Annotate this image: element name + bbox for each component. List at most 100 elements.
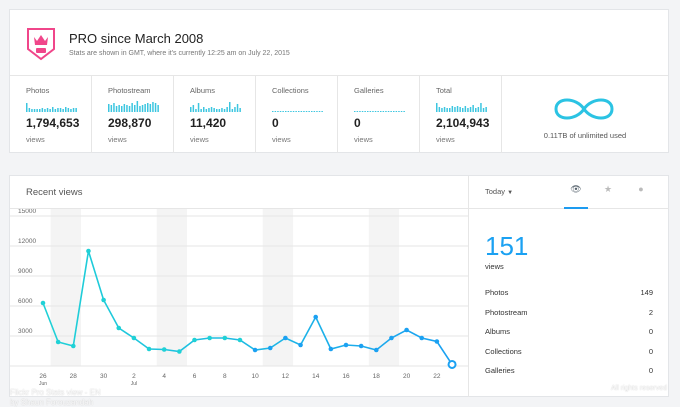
recent-views-title: Recent views (26, 187, 83, 198)
sparkline-bar (398, 111, 400, 112)
infinity-icon (554, 98, 614, 120)
sparkline-bar (139, 106, 141, 112)
sparkline-bar (438, 107, 441, 112)
stat-unit: views (272, 135, 291, 144)
sparkline-bar (123, 104, 126, 112)
sparkline-bar (385, 111, 387, 112)
sparkline-bar (33, 109, 36, 112)
stat-unit: views (436, 135, 455, 144)
sparkline-bar (390, 111, 392, 112)
data-point (389, 335, 394, 341)
sparkline-bar (313, 111, 316, 112)
weekend-band (50, 209, 81, 366)
stat-value: 298,870 (108, 116, 152, 130)
stat-unit: views (354, 135, 373, 144)
data-point (71, 343, 76, 349)
weekend-band (156, 209, 187, 366)
row-value: 0 (648, 346, 653, 356)
y-tick-label: 15000 (18, 209, 36, 215)
sparkline-bar (277, 111, 279, 112)
sparkline-bar (52, 107, 54, 112)
sparkline-bar (443, 107, 446, 112)
sparkline-bar (192, 105, 195, 112)
sparkline-bar (356, 111, 359, 112)
sparkline-bar (290, 111, 292, 112)
panel-header: Today ▼ 👁︎ ★ ● (469, 176, 669, 209)
row-value: 0 (648, 327, 653, 336)
stat-collections[interactable]: Collections 0 views (256, 76, 338, 153)
sparkline-bar (157, 105, 159, 112)
weekend-band (368, 209, 400, 366)
breakdown-row: Collections 0 (485, 347, 653, 356)
x-tick-label: 14 (312, 373, 320, 380)
sparkline-bar (54, 109, 57, 112)
stat-galleries[interactable]: Galleries 0 views (338, 76, 420, 153)
current-point (447, 359, 457, 369)
storage-usage: 0.11TB of unlimited used (502, 76, 668, 153)
sparkline-bar (459, 107, 461, 112)
sparkline-bar (364, 111, 366, 112)
tab-views[interactable]: 👁︎ (564, 184, 588, 209)
stat-photos[interactable]: Photos 1,794,653 views (10, 76, 92, 153)
sparkline (108, 101, 159, 112)
x-tick-label: 4 (162, 373, 166, 380)
sparkline-bar (311, 111, 313, 112)
sparkline-bar (134, 105, 136, 112)
sparkline-bar (467, 108, 469, 112)
sparkline-bar (149, 104, 152, 112)
data-point (434, 339, 440, 344)
row-label: Collections (485, 346, 522, 356)
rights-watermark: All rights reserved (610, 385, 667, 392)
sparkline-bar (449, 108, 451, 112)
stat-total[interactable]: Total 2,104,943 views (420, 76, 502, 153)
sparkline-bar (462, 108, 464, 112)
y-tick-label: 3000 (18, 328, 33, 335)
data-point (55, 339, 61, 345)
x-tick-sublabel: Jun (39, 381, 47, 387)
stat-label: Photostream (108, 86, 151, 95)
sparkline-bar (400, 111, 403, 112)
period-label: Today (485, 187, 506, 196)
data-point (374, 347, 379, 353)
watermark-line2: by Shaun Forouzandah (10, 398, 94, 407)
data-point (192, 337, 197, 343)
stat-albums[interactable]: Albums 11,420 views (174, 76, 256, 153)
x-tick-label: 8 (223, 373, 227, 380)
period-dropdown[interactable]: Today ▼ (485, 187, 513, 196)
pro-badge-icon (27, 28, 55, 61)
x-tick-label: 2 (132, 373, 136, 380)
sparkline-bar (216, 109, 218, 112)
sparkline-bar (26, 103, 28, 112)
tab-comments[interactable]: ● (629, 184, 653, 209)
stat-label: Photos (26, 86, 50, 95)
tab-favorites[interactable]: ★ (596, 184, 620, 209)
x-tick-label: 12 (282, 373, 290, 380)
sparkline-bar (118, 105, 120, 112)
sparkline-bar (46, 108, 49, 112)
sparkline-bar (210, 107, 213, 112)
stat-photostream[interactable]: Photostream 298,870 views (92, 76, 174, 153)
sparkline-bar (28, 108, 31, 112)
sparkline-bar (200, 109, 202, 112)
sparkline-bar (131, 103, 133, 112)
sparkline-bar (359, 111, 361, 112)
storage-text: 0.11TB of unlimited used (543, 131, 627, 140)
sparkline-bar (469, 107, 472, 112)
total-views-label: views (485, 262, 504, 271)
breakdown-row: Photos 149 (485, 288, 653, 297)
data-point (86, 248, 91, 254)
sparkline-bar (316, 111, 318, 112)
sparkline-bar (446, 108, 448, 112)
sparkline-bar (49, 109, 51, 112)
stats-row: Photos 1,794,653 views Photostream 298,870 vi… (10, 76, 668, 153)
sparkline-bar (380, 111, 382, 112)
sparkline-bar (72, 108, 75, 112)
sparkline-bar (456, 106, 459, 112)
sparkline-bar (213, 108, 215, 112)
sparkline-bar (115, 106, 118, 112)
x-tick-label: 26 (39, 373, 47, 380)
star-icon: ★ (603, 184, 613, 194)
sparkline-bar (136, 101, 139, 112)
stat-value: 0 (354, 116, 361, 130)
